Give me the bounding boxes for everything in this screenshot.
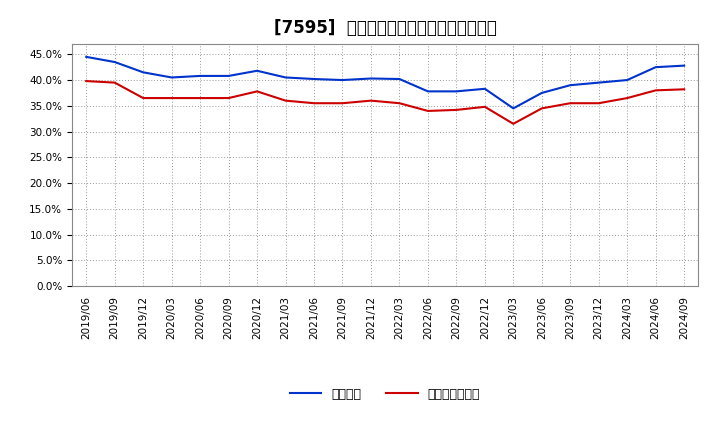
固定長期適合率: [82, 78, 91, 84]
固定比率: [253, 68, 261, 73]
固定比率: [480, 86, 489, 92]
固定比率: [680, 63, 688, 68]
固定比率: [623, 77, 631, 83]
固定比率: [509, 106, 518, 111]
固定長期適合率: [595, 101, 603, 106]
固定長期適合率: [566, 101, 575, 106]
固定比率: [366, 76, 375, 81]
固定比率: [225, 73, 233, 79]
固定長期適合率: [509, 121, 518, 126]
Line: 固定比率: 固定比率: [86, 57, 684, 108]
固定比率: [196, 73, 204, 79]
固定比率: [82, 54, 91, 59]
固定比率: [395, 77, 404, 82]
固定長期適合率: [338, 101, 347, 106]
固定比率: [167, 75, 176, 80]
Line: 固定長期適合率: 固定長期適合率: [86, 81, 684, 124]
固定長期適合率: [537, 106, 546, 111]
固定長期適合率: [310, 101, 318, 106]
固定比率: [595, 80, 603, 85]
固定長期適合率: [225, 95, 233, 101]
固定長期適合率: [196, 95, 204, 101]
Legend: 固定比率, 固定長期適合率: 固定比率, 固定長期適合率: [285, 383, 485, 406]
固定比率: [139, 70, 148, 75]
固定長期適合率: [366, 98, 375, 103]
固定比率: [652, 65, 660, 70]
固定比率: [282, 75, 290, 80]
固定比率: [423, 89, 432, 94]
固定長期適合率: [253, 89, 261, 94]
Title: [7595]  固定比率、固定長期適合率の推移: [7595] 固定比率、固定長期適合率の推移: [274, 19, 497, 37]
固定比率: [566, 83, 575, 88]
固定比率: [452, 89, 461, 94]
固定長期適合率: [423, 108, 432, 114]
固定比率: [338, 77, 347, 83]
固定長期適合率: [623, 95, 631, 101]
固定長期適合率: [652, 88, 660, 93]
固定長期適合率: [110, 80, 119, 85]
固定比率: [110, 59, 119, 65]
固定比率: [310, 77, 318, 82]
固定長期適合率: [282, 98, 290, 103]
固定長期適合率: [395, 101, 404, 106]
固定長期適合率: [139, 95, 148, 101]
固定長期適合率: [480, 104, 489, 110]
固定長期適合率: [680, 87, 688, 92]
固定比率: [537, 90, 546, 95]
固定長期適合率: [452, 107, 461, 113]
固定長期適合率: [167, 95, 176, 101]
